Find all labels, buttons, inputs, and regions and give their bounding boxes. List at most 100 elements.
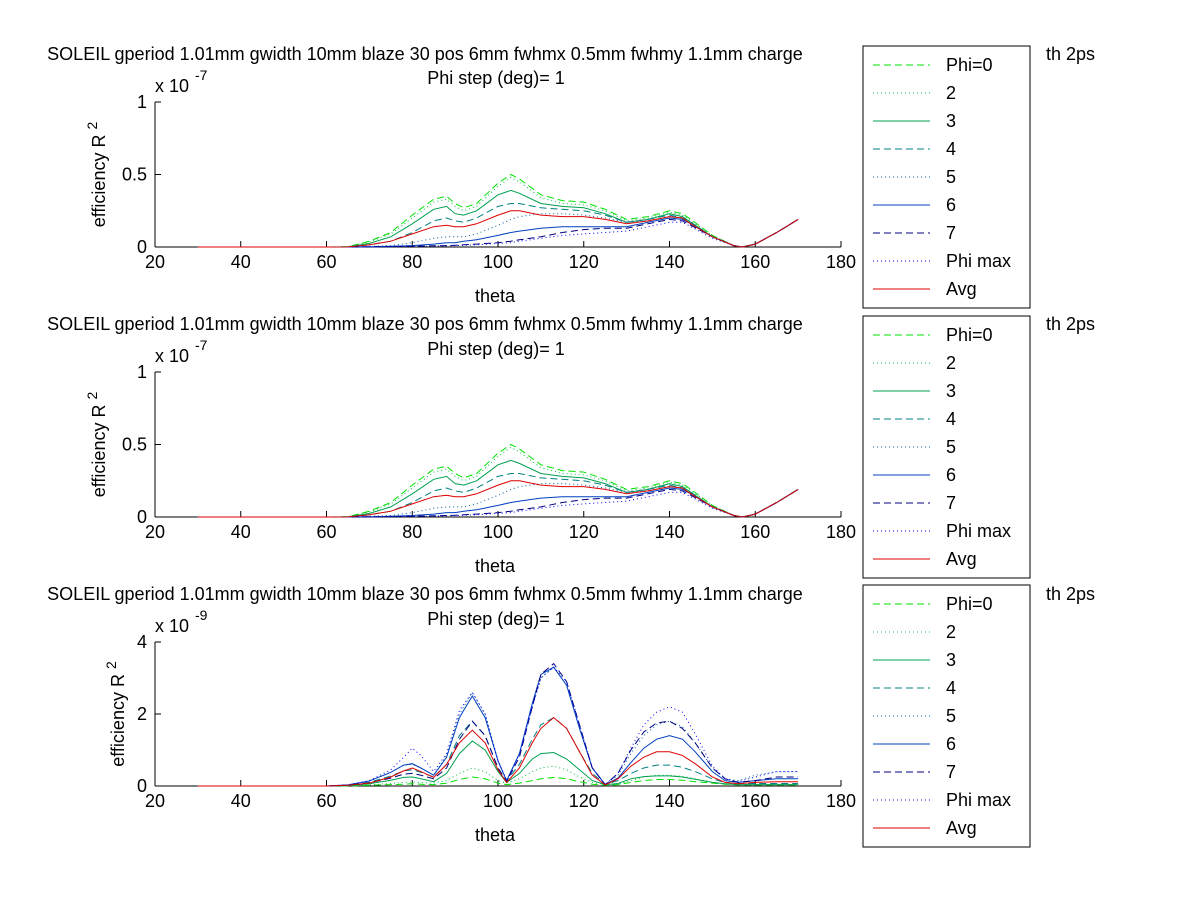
series-line-4 [197,716,799,787]
series-line-7 [197,488,799,518]
chart-title: SOLEIL gperiod 1.01mm gwidth 10mm blaze … [47,314,803,334]
x-tick-label: 60 [316,791,336,811]
legend-label: Phi=0 [946,594,993,614]
y-tick-label: 4 [137,632,147,652]
chart-subtitle: Phi step (deg)= 1 [427,339,565,359]
x-tick-label: 40 [231,791,251,811]
x-axis-label: theta [475,286,516,306]
x-tick-label: 40 [231,252,251,272]
legend-label: Phi max [946,251,1011,271]
x-tick-label: 20 [145,252,165,272]
series-line-2 [197,176,799,248]
chart-title: SOLEIL gperiod 1.01mm gwidth 10mm blaze … [47,584,803,604]
x-tick-label: 60 [316,252,336,272]
x-tick-label: 60 [316,522,336,542]
chart-title-tail: th 2ps [1046,584,1095,604]
y-axis-label: efficiency R 2 [103,661,128,767]
x-axis-label: theta [475,825,516,845]
chart-subtitle: Phi step (deg)= 1 [427,609,565,629]
y-exponent-label: x 10 [155,616,189,636]
x-tick-label: 160 [740,791,770,811]
series-line-5 [197,666,799,787]
legend-label: 2 [946,83,956,103]
y-exponent-label: x 10 [155,346,189,366]
legend: Phi=0 2 3 4 5 6 7 Phi max Avg [862,315,1031,579]
x-tick-label: 40 [231,522,251,542]
y-exponent-value: -9 [195,607,208,623]
legend-label: 7 [946,223,956,243]
series-line-avg [197,716,799,787]
x-tick-label: 180 [826,252,856,272]
legend-label: 7 [946,493,956,513]
x-tick-label: 160 [740,252,770,272]
x-tick-label: 120 [569,791,599,811]
legend-label: 4 [946,139,956,159]
series-line-6 [197,666,799,787]
series-line-phi-max [197,666,799,787]
legend-label: 3 [946,650,956,670]
y-tick-label: 0.5 [122,165,147,185]
y-tick-label: 0 [137,237,147,257]
y-tick-label: 0 [137,776,147,796]
series-line-avg [197,480,799,518]
legend-label: Phi max [946,521,1011,541]
legend-label: 3 [946,111,956,131]
legend: Phi=0 2 3 4 5 6 7 Phi max Avg [862,45,1031,309]
x-tick-label: 100 [483,522,513,542]
legend-label: 5 [946,706,956,726]
legend-label: 4 [946,678,956,698]
y-tick-label: 2 [137,704,147,724]
series-line-7 [197,662,799,787]
x-tick-label: 80 [402,522,422,542]
y-tick-label: 0.5 [122,435,147,455]
x-axis-label: theta [475,556,516,576]
legend-label: 3 [946,381,956,401]
x-tick-label: 140 [654,522,684,542]
legend-box [862,584,1031,848]
series-line-phi-0 [197,173,799,248]
x-tick-label: 100 [483,791,513,811]
legend-label: Phi=0 [946,55,993,75]
series-line-phi-0 [197,443,799,518]
x-tick-label: 80 [402,252,422,272]
legend: Phi=0 2 3 4 5 6 7 Phi max Avg [862,584,1031,848]
legend-label: Phi max [946,790,1011,810]
legend-label: Avg [946,549,977,569]
legend-box [862,45,1031,309]
y-tick-label: 1 [137,362,147,382]
legend-label: Avg [946,818,977,838]
x-tick-label: 80 [402,791,422,811]
series-line-3 [197,459,799,518]
legend-label: 7 [946,762,956,782]
legend-label: 5 [946,437,956,457]
legend-label: 2 [946,353,956,373]
x-tick-label: 140 [654,791,684,811]
y-axis-label: efficiency R 2 [84,122,109,228]
series-line-avg [197,210,799,248]
y-axis-label: efficiency R 2 [84,392,109,498]
legend-label: Phi=0 [946,325,993,345]
series-line-2 [197,446,799,518]
chart-title-tail: th 2ps [1046,314,1095,334]
legend-label: 6 [946,465,956,485]
chart-panel-1: 20 40 60 80 100 120 140 160 180 0 0.5 1 x 10 -7 theta e… [47,44,1095,309]
x-tick-label: 120 [569,252,599,272]
legend-label: 6 [946,734,956,754]
chart-panel-3: 20 40 60 80 100 120 140 160 180 0 2 4 x 10 -9 theta eff… [47,584,1095,848]
y-tick-label: 0 [137,507,147,527]
x-tick-label: 100 [483,252,513,272]
legend-label: 5 [946,167,956,187]
series-line-3 [197,189,799,248]
legend-label: 2 [946,622,956,642]
legend-label: 4 [946,409,956,429]
x-tick-label: 140 [654,252,684,272]
y-exponent-value: -7 [195,337,208,353]
series-line-2 [197,765,799,787]
chart-subtitle: Phi step (deg)= 1 [427,68,565,88]
legend-label: 6 [946,195,956,215]
chart-title-tail: th 2ps [1046,44,1095,64]
chart-panel-2: 20 40 60 80 100 120 140 160 180 0 0.5 1 x 10 -7 theta e… [47,314,1095,579]
chart-title: SOLEIL gperiod 1.01mm gwidth 10mm blaze … [47,44,803,64]
series-line-phi-0 [197,776,799,787]
